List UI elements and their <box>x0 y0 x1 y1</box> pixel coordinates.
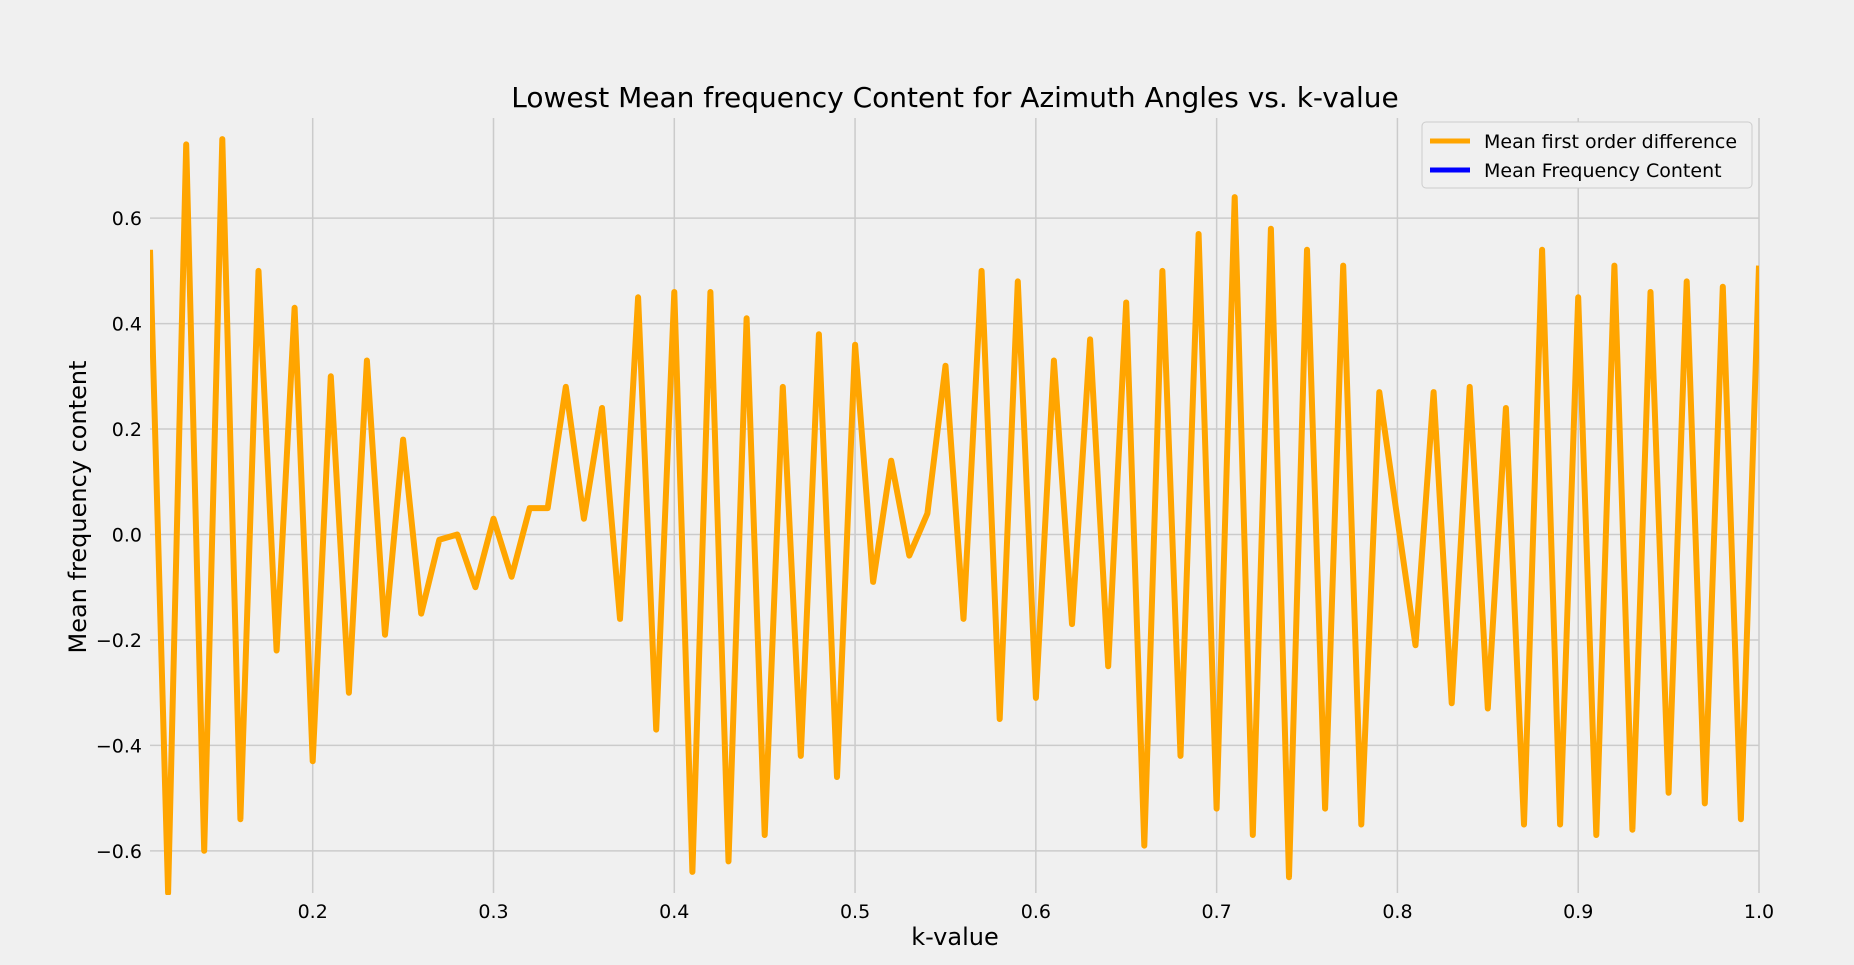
x-tick-label: 0.5 <box>840 901 870 923</box>
chart-title: Lowest Mean frequency Content for Azimut… <box>511 81 1398 114</box>
legend: Mean first order difference Mean Frequen… <box>1421 121 1753 189</box>
legend-box <box>1421 121 1753 189</box>
series-lines <box>150 136 1759 895</box>
x-tick-label: 0.7 <box>1202 901 1232 923</box>
x-tick-label: 0.3 <box>478 901 508 923</box>
x-tick-label: 1.0 <box>1744 901 1774 923</box>
y-tick-label: 0.4 <box>112 314 142 336</box>
y-tick-label: −0.2 <box>96 630 142 652</box>
y-tick-label: −0.4 <box>96 735 142 757</box>
y-tick-label: 0.6 <box>112 208 142 230</box>
x-tick-label: 0.9 <box>1563 901 1593 923</box>
x-tick-labels: 0.2 0.3 0.4 0.5 0.6 0.7 0.8 0.9 1.0 <box>298 901 1775 923</box>
x-tick-label: 0.4 <box>659 901 689 923</box>
legend-label-frequency-content: Mean Frequency Content <box>1484 160 1722 182</box>
x-tick-label: 0.6 <box>1021 901 1051 923</box>
y-axis-label: Mean frequency content <box>64 361 92 654</box>
y-tick-label: 0.2 <box>112 419 142 441</box>
x-axis-label: k-value <box>911 923 998 951</box>
x-tick-label: 0.2 <box>298 901 328 923</box>
x-tick-label: 0.8 <box>1382 901 1412 923</box>
y-tick-labels: −0.6 −0.4 −0.2 0.0 0.2 0.4 0.6 <box>96 208 142 863</box>
y-tick-label: −0.6 <box>96 841 142 863</box>
y-tick-label: 0.0 <box>112 524 142 546</box>
grid <box>150 118 1760 893</box>
legend-label-first-order-difference: Mean first order difference <box>1484 131 1737 153</box>
series-line-0 <box>150 136 1759 895</box>
